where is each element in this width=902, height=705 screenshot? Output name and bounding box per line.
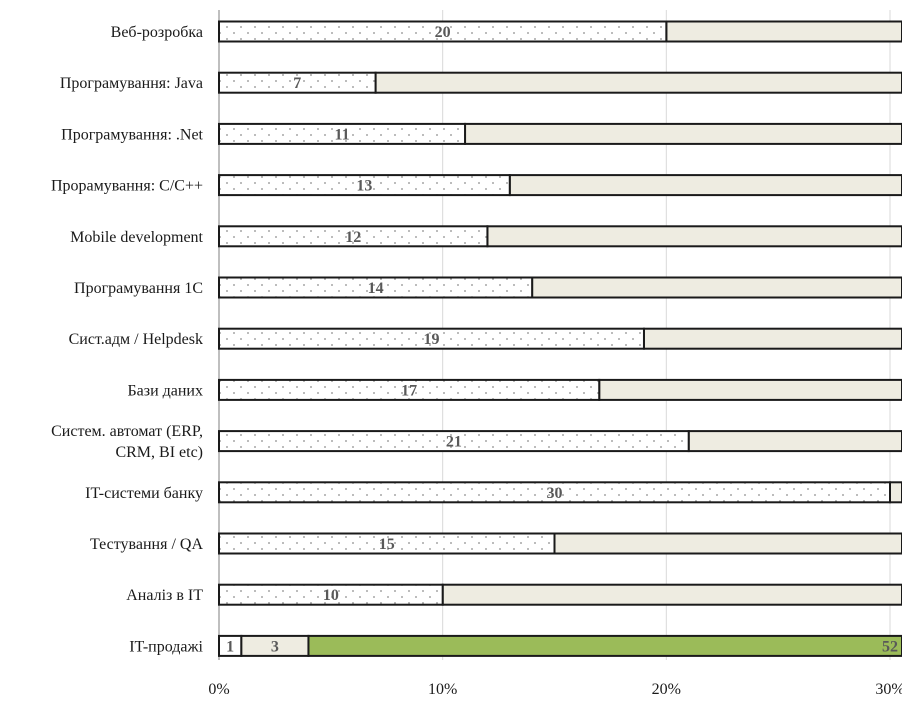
data-label: 19 — [423, 331, 439, 348]
bar-remainder — [689, 431, 902, 451]
category-label: Сист.адм / Helpdesk — [69, 331, 203, 348]
category-label: Програмування 1С — [74, 280, 203, 297]
bar-remainder — [443, 585, 902, 605]
data-label: 15 — [379, 536, 395, 553]
category-label: Тестування / QA — [90, 536, 203, 553]
x-tick-label: 0% — [208, 681, 229, 698]
data-label: 52 — [882, 638, 898, 655]
data-label: 10 — [323, 587, 339, 604]
category-label: Систем. автомат (ERP, — [51, 423, 203, 440]
data-label: 30 — [547, 485, 563, 502]
data-label: 12 — [345, 229, 361, 246]
x-tick-label: 10% — [428, 681, 457, 698]
bar-remainder — [599, 380, 902, 400]
bar-remainder — [666, 22, 902, 42]
x-tick-label: 20% — [652, 681, 681, 698]
data-label: 14 — [368, 280, 384, 297]
category-label: CRM, BI etc) — [115, 444, 203, 461]
data-label: 20 — [435, 24, 451, 41]
category-label: IT-продажі — [129, 638, 203, 655]
bar-remainder — [532, 278, 902, 298]
bar-remainder — [465, 124, 902, 144]
bar-remainder — [376, 73, 902, 93]
bar-remainder — [890, 482, 902, 502]
x-tick-labels: 0% 10% 20% 30% — [208, 681, 902, 698]
bar-remainder — [644, 329, 902, 349]
category-label: Програмування: .Net — [61, 126, 203, 143]
data-label: 7 — [293, 75, 301, 92]
data-label: 21 — [446, 434, 462, 451]
category-label: Бази даних — [127, 382, 203, 399]
bar-remainder — [555, 534, 902, 554]
category-label: IT-системи банку — [85, 485, 203, 502]
category-label: Mobile development — [70, 229, 203, 246]
category-label: Аналіз в IT — [126, 587, 203, 604]
data-label: 17 — [401, 382, 417, 399]
data-label: 13 — [356, 178, 372, 195]
bar-segment — [308, 636, 902, 656]
bar-remainder — [487, 226, 902, 246]
data-label: 1 — [226, 638, 234, 655]
category-label: Веб-розробка — [111, 24, 203, 41]
data-label: 11 — [334, 126, 349, 143]
data-label: 3 — [271, 638, 279, 655]
category-labels: Веб-розробка Програмування: Java Програмув… — [51, 24, 204, 655]
category-label: Прорамування: C/C++ — [51, 178, 203, 195]
category-label: Програмування: Java — [60, 75, 203, 92]
bar-remainder — [510, 175, 902, 195]
x-tick-label: 30% — [875, 681, 902, 698]
